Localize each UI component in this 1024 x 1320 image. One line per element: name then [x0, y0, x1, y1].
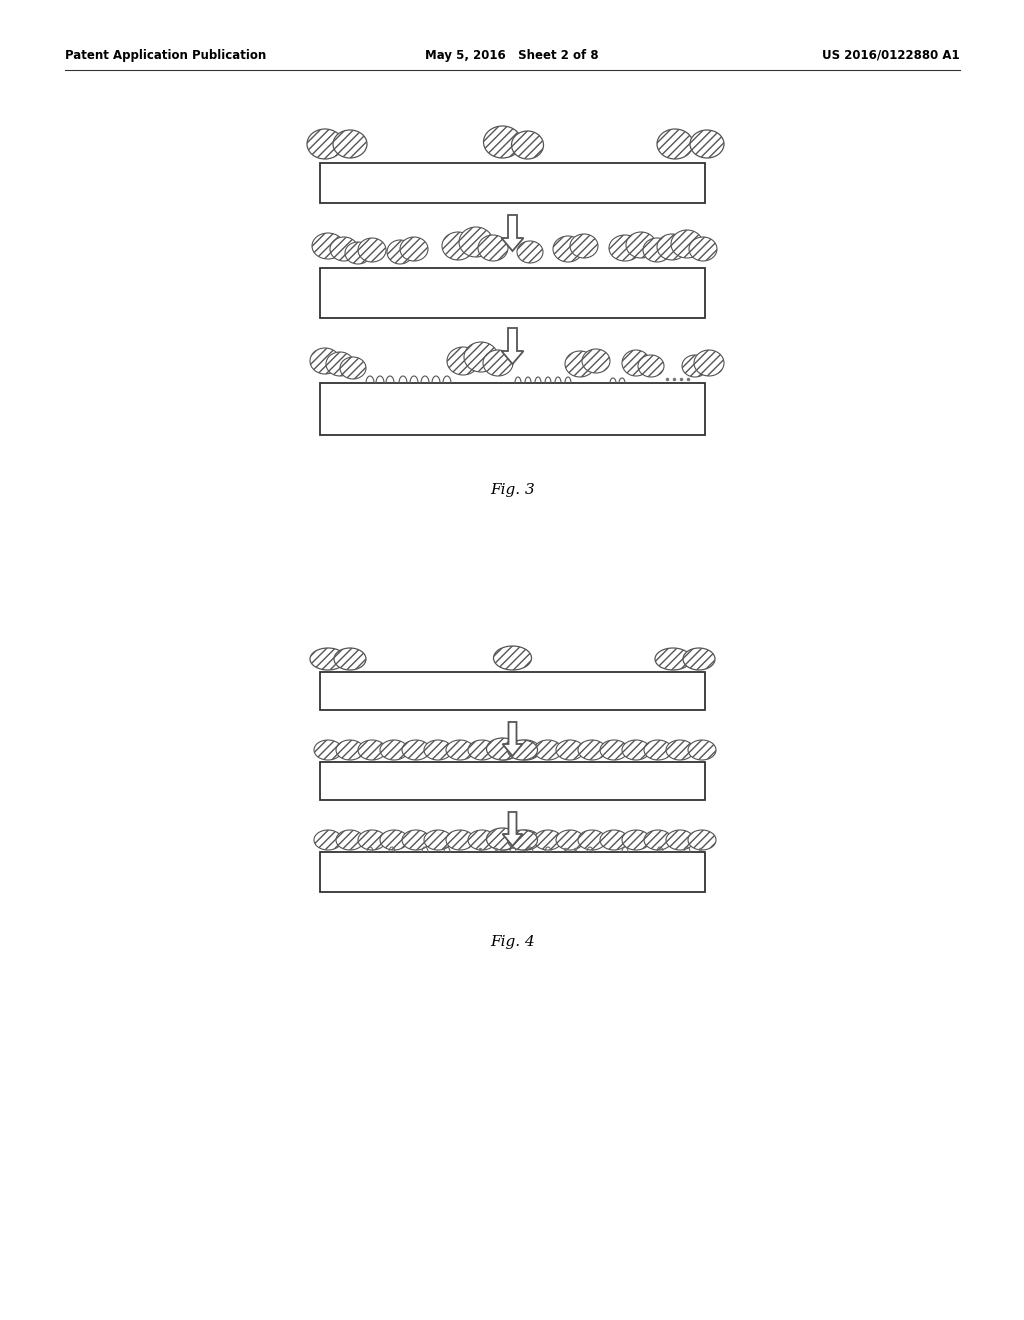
Ellipse shape — [424, 830, 452, 850]
Ellipse shape — [345, 242, 371, 264]
Ellipse shape — [334, 648, 366, 671]
Bar — [319, 383, 705, 436]
Ellipse shape — [424, 741, 452, 760]
Ellipse shape — [534, 830, 562, 850]
Ellipse shape — [387, 240, 413, 264]
Ellipse shape — [682, 355, 708, 378]
Ellipse shape — [683, 648, 715, 671]
Ellipse shape — [622, 830, 650, 850]
Ellipse shape — [578, 830, 606, 850]
Ellipse shape — [690, 129, 724, 158]
Ellipse shape — [570, 234, 598, 257]
Text: US 2016/0122880 A1: US 2016/0122880 A1 — [822, 49, 961, 62]
Ellipse shape — [556, 741, 584, 760]
Ellipse shape — [534, 741, 562, 760]
Ellipse shape — [512, 741, 540, 760]
Ellipse shape — [512, 830, 540, 850]
Text: Patent Application Publication: Patent Application Publication — [65, 49, 266, 62]
Ellipse shape — [600, 830, 628, 850]
Ellipse shape — [310, 348, 340, 374]
Ellipse shape — [666, 741, 694, 760]
Ellipse shape — [553, 236, 583, 261]
Ellipse shape — [508, 830, 538, 850]
Ellipse shape — [326, 352, 354, 376]
Ellipse shape — [671, 230, 703, 257]
Ellipse shape — [310, 648, 346, 671]
Bar — [319, 162, 705, 203]
Ellipse shape — [358, 238, 386, 261]
Ellipse shape — [468, 830, 496, 850]
Ellipse shape — [358, 741, 386, 760]
Ellipse shape — [657, 234, 687, 260]
Ellipse shape — [312, 234, 344, 259]
Ellipse shape — [330, 238, 358, 261]
Ellipse shape — [336, 830, 364, 850]
Ellipse shape — [622, 350, 650, 376]
Ellipse shape — [333, 129, 367, 158]
Ellipse shape — [694, 350, 724, 376]
Ellipse shape — [657, 129, 693, 158]
Ellipse shape — [380, 741, 408, 760]
Ellipse shape — [400, 238, 428, 261]
Ellipse shape — [644, 741, 672, 760]
Ellipse shape — [307, 129, 343, 158]
Ellipse shape — [358, 830, 386, 850]
Ellipse shape — [508, 741, 538, 760]
Ellipse shape — [314, 741, 342, 760]
Ellipse shape — [565, 351, 595, 378]
Ellipse shape — [486, 738, 518, 760]
Polygon shape — [502, 327, 523, 364]
Ellipse shape — [478, 235, 508, 261]
Ellipse shape — [446, 830, 474, 850]
Text: Fig. 4: Fig. 4 — [490, 935, 535, 949]
Ellipse shape — [666, 830, 694, 850]
Ellipse shape — [689, 238, 717, 261]
Ellipse shape — [626, 232, 656, 257]
Ellipse shape — [556, 830, 584, 850]
Ellipse shape — [494, 645, 531, 671]
Polygon shape — [503, 812, 522, 846]
Text: May 5, 2016   Sheet 2 of 8: May 5, 2016 Sheet 2 of 8 — [425, 49, 599, 62]
Ellipse shape — [622, 741, 650, 760]
Ellipse shape — [643, 238, 671, 261]
Ellipse shape — [468, 741, 496, 760]
Ellipse shape — [402, 741, 430, 760]
Ellipse shape — [464, 342, 498, 372]
Ellipse shape — [490, 741, 518, 760]
Ellipse shape — [483, 350, 513, 376]
Ellipse shape — [340, 356, 366, 379]
Ellipse shape — [688, 830, 716, 850]
Bar — [319, 268, 705, 318]
Ellipse shape — [402, 830, 430, 850]
Ellipse shape — [314, 830, 342, 850]
Ellipse shape — [446, 741, 474, 760]
Polygon shape — [502, 215, 523, 251]
Ellipse shape — [336, 741, 364, 760]
Ellipse shape — [578, 741, 606, 760]
Ellipse shape — [609, 235, 641, 261]
Ellipse shape — [459, 227, 493, 257]
Ellipse shape — [490, 830, 518, 850]
Ellipse shape — [517, 242, 543, 263]
Ellipse shape — [380, 830, 408, 850]
Ellipse shape — [447, 347, 479, 375]
Ellipse shape — [638, 355, 664, 378]
Bar — [319, 672, 705, 710]
Text: Fig. 3: Fig. 3 — [490, 483, 535, 498]
Ellipse shape — [486, 828, 518, 850]
Polygon shape — [503, 722, 522, 756]
Ellipse shape — [483, 125, 521, 158]
Ellipse shape — [512, 131, 544, 158]
Bar — [319, 851, 705, 892]
Ellipse shape — [688, 741, 716, 760]
Ellipse shape — [582, 348, 610, 374]
Bar — [319, 762, 705, 800]
Ellipse shape — [655, 648, 691, 671]
Ellipse shape — [600, 741, 628, 760]
Ellipse shape — [442, 232, 474, 260]
Ellipse shape — [644, 830, 672, 850]
